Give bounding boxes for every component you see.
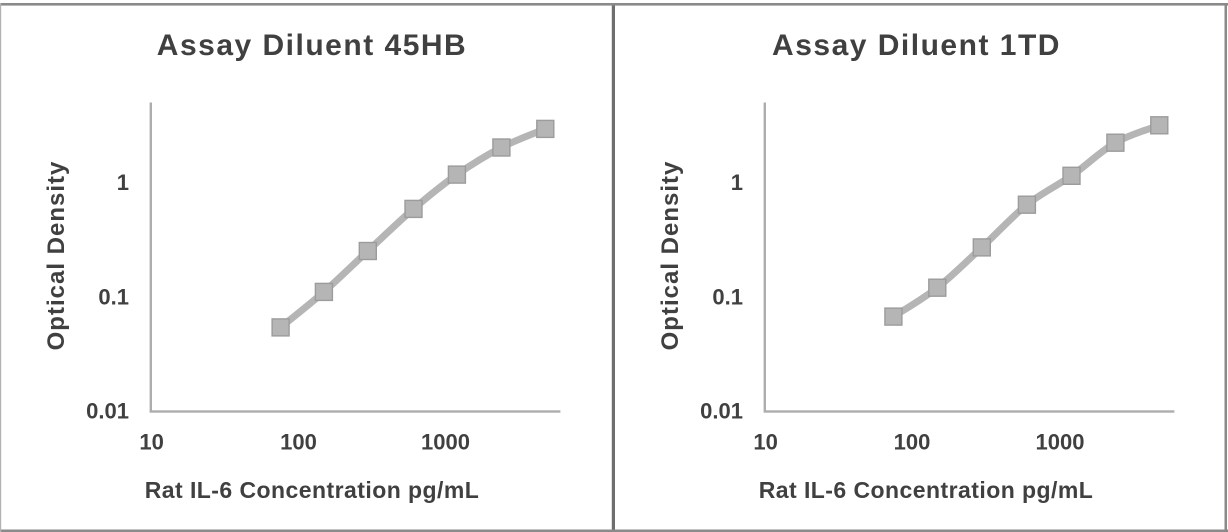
svg-text:0.1: 0.1 [712, 285, 743, 310]
svg-text:100: 100 [894, 430, 931, 455]
svg-text:1: 1 [117, 170, 129, 195]
svg-text:1000: 1000 [421, 430, 470, 455]
svg-text:10: 10 [139, 430, 163, 455]
svg-text:1000: 1000 [1036, 430, 1085, 455]
svg-text:Assay Diluent 1TD: Assay Diluent 1TD [772, 29, 1061, 62]
svg-text:10: 10 [753, 430, 777, 455]
svg-text:0.1: 0.1 [98, 285, 129, 310]
svg-text:Rat IL-6 Concentration pg/mL: Rat IL-6 Concentration pg/mL [759, 477, 1094, 503]
svg-text:100: 100 [280, 430, 317, 455]
svg-text:0.01: 0.01 [700, 399, 743, 424]
svg-text:0.01: 0.01 [86, 399, 129, 424]
svg-text:Rat IL-6 Concentration pg/mL: Rat IL-6 Concentration pg/mL [145, 477, 480, 503]
svg-text:Optical Density: Optical Density [43, 161, 70, 351]
svg-text:1: 1 [731, 170, 743, 195]
svg-text:Assay Diluent 45HB: Assay Diluent 45HB [157, 29, 467, 62]
svg-text:Optical Density: Optical Density [657, 161, 684, 351]
